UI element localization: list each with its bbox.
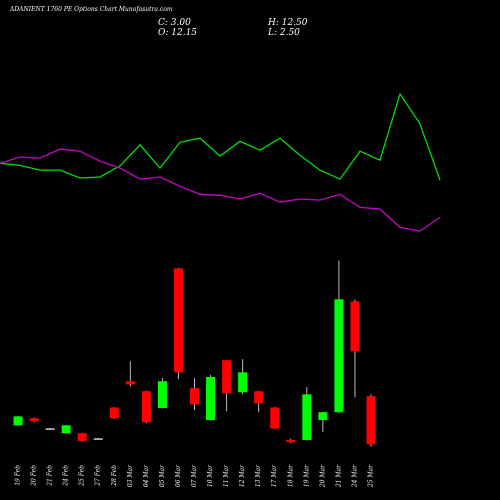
x-tick-label: 19 Mar xyxy=(303,464,310,487)
candle-body xyxy=(190,388,199,405)
candle-body xyxy=(238,372,248,393)
x-tick-label: 06 Mar xyxy=(175,464,182,487)
high-label: H: 12.50 xyxy=(267,18,308,28)
x-tick-label: 21 Feb xyxy=(47,465,54,487)
x-tick-label: 24 Mar xyxy=(351,464,358,488)
candle-body xyxy=(157,381,167,409)
candle-body xyxy=(125,381,135,385)
x-tick-label: 10 Mar xyxy=(207,464,214,487)
x-tick-label: 25 Feb xyxy=(79,465,86,487)
x-tick-label: 24 Feb xyxy=(63,465,70,487)
open-label: O: 12.15 xyxy=(158,28,197,38)
low-label: L: 2.50 xyxy=(267,28,300,38)
x-tick-label: 20 Mar xyxy=(319,464,326,488)
candle-body xyxy=(29,418,39,422)
x-tick-label: 25 Mar xyxy=(368,464,375,488)
candle-body xyxy=(109,407,119,419)
indicator-line xyxy=(0,92,441,181)
chart-title: ADANIENT 1760 PE Options Chart Munafasut… xyxy=(9,6,173,13)
candle-body xyxy=(61,425,71,434)
candle-body xyxy=(350,301,360,352)
candle-body xyxy=(286,440,296,443)
x-tick-label: 12 Mar xyxy=(239,464,246,487)
x-tick-label: 21 Mar xyxy=(335,464,342,488)
x-tick-label: 20 Feb xyxy=(31,465,38,487)
candle-body xyxy=(222,360,232,394)
candle-body xyxy=(302,394,312,441)
candle-body xyxy=(206,377,216,421)
candle-body xyxy=(270,407,280,429)
candle-body xyxy=(366,396,376,445)
candle-body xyxy=(45,428,55,430)
x-tick-label: 07 Mar xyxy=(191,464,198,487)
x-tick-label: 11 Mar xyxy=(223,464,230,487)
close-label: C: 3.00 xyxy=(158,18,191,28)
x-tick-label: 19 Feb xyxy=(15,465,22,486)
candle-body xyxy=(173,268,183,373)
candle-body xyxy=(141,391,151,423)
x-tick-label: 05 Mar xyxy=(159,464,166,487)
candle-body xyxy=(254,391,264,404)
x-tick-label: 18 Mar xyxy=(287,464,294,487)
x-tick-label: 04 Mar xyxy=(143,464,150,487)
candle-body xyxy=(77,433,87,442)
candle-body xyxy=(334,299,344,413)
x-tick-label: 17 Mar xyxy=(271,464,278,487)
x-tick-label: 03 Mar xyxy=(127,464,134,487)
x-tick-label: 27 Feb xyxy=(95,465,102,487)
x-tick-label: 13 Mar xyxy=(255,464,262,487)
indicator-line xyxy=(0,148,441,232)
x-tick-label: 28 Feb xyxy=(111,465,118,487)
candle-body xyxy=(93,438,103,440)
candle-body xyxy=(13,416,23,426)
candle-body xyxy=(318,412,328,421)
